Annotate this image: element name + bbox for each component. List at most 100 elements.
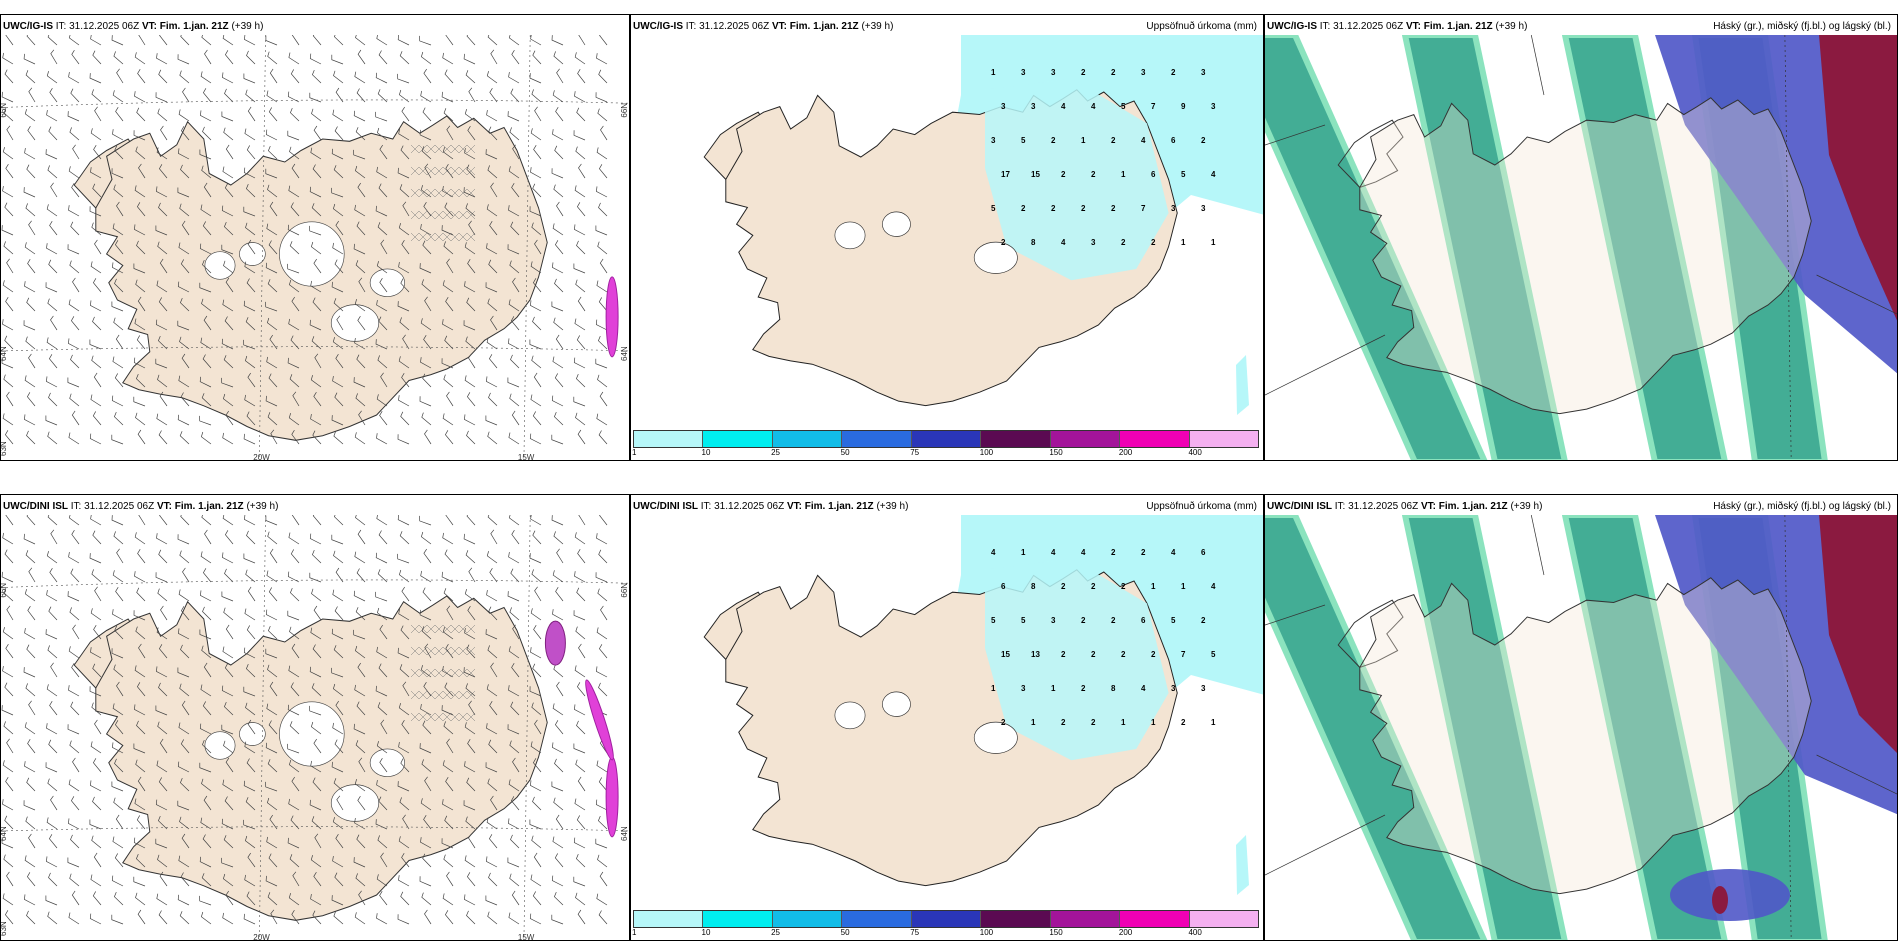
wind-barb (92, 530, 102, 545)
colorbar-swatch (911, 431, 982, 447)
panel-title: UWC/DINI ISL IT: 31.12.2025 06Z VT: Fim.… (3, 501, 279, 512)
wind-barb (179, 203, 190, 217)
wind-barb (290, 549, 300, 564)
wind-barb (6, 391, 14, 407)
wind-barb (91, 89, 102, 103)
wind-barb (574, 52, 586, 65)
latitude-line (1, 579, 629, 588)
wind-barb (575, 146, 586, 160)
wind-barb (159, 258, 168, 274)
wind-barb (554, 373, 564, 388)
wind-barb (223, 740, 234, 754)
glacier-shape (973, 241, 1018, 274)
wind-barb (595, 358, 608, 369)
wind-barb (111, 515, 124, 526)
precip-value: 3 (1171, 684, 1176, 693)
wind-barb (534, 106, 542, 122)
wind-barb (114, 720, 124, 735)
wind-barb (335, 87, 344, 103)
wind-barb (334, 739, 344, 754)
colorbar-labels: 1 10 25 50 75 100 150 200 400 (632, 928, 1259, 938)
precip-value: 3 (1001, 102, 1006, 111)
wind-barb (553, 531, 564, 545)
wind-barb (376, 874, 388, 887)
wind-barb (180, 164, 190, 179)
wind-barb (445, 164, 454, 179)
wind-barb (26, 515, 36, 526)
wind-barb (596, 53, 608, 65)
hatch-mark (410, 712, 420, 722)
wind-barb (3, 108, 14, 122)
wind-barb (26, 392, 36, 407)
wind-barb (553, 891, 564, 906)
precip-value: 2 (1111, 204, 1116, 213)
precip-value: 3 (1021, 68, 1026, 77)
colorbar-swatch (911, 911, 982, 927)
wind-barb (466, 164, 476, 179)
wind-barb (68, 72, 80, 84)
wind-barb (223, 607, 234, 621)
wind-barb (420, 798, 432, 811)
wind-barb (423, 815, 432, 830)
wind-barb (134, 91, 146, 103)
wind-barb (247, 719, 256, 735)
glacier-shape (204, 731, 236, 760)
wind-barb (354, 71, 366, 84)
wind-barb (421, 759, 432, 773)
wind-barb (68, 432, 80, 445)
wind-barb (336, 315, 344, 331)
wind-barb (46, 590, 58, 602)
hatch-mark (450, 210, 460, 220)
precip-value: 4 (1061, 102, 1066, 111)
latitude-line (1, 346, 629, 352)
wind-barb (70, 834, 80, 849)
wind-barb (179, 70, 190, 84)
wind-barb (270, 909, 278, 925)
wind-barb (199, 376, 212, 388)
wind-barb (421, 892, 432, 906)
wind-barb (598, 164, 608, 179)
wind-barb (510, 354, 520, 369)
precip-value: 1 (1081, 136, 1086, 145)
wind-barb (465, 336, 476, 350)
hatch-mark (442, 668, 452, 678)
wind-barb (112, 129, 124, 141)
wind-barb (291, 296, 300, 312)
wind-barb (442, 52, 454, 65)
precip-value: 2 (1061, 718, 1066, 727)
wind-barb (397, 301, 410, 312)
grid-line (1530, 515, 1545, 576)
wind-barb (463, 320, 476, 331)
wind-barb (136, 682, 146, 697)
wind-barb (137, 549, 146, 564)
wind-barb (202, 221, 212, 236)
wind-barb (551, 781, 564, 792)
colorbar-swatch (772, 431, 843, 447)
wind-barb (309, 666, 322, 678)
cloud-map-panel-row1: UWC/IG-IS IT: 31.12.2025 06Z VT: Fim. 1.… (1264, 14, 1898, 461)
wind-barb (598, 202, 608, 217)
wind-barb (47, 515, 58, 526)
wind-barb (155, 572, 168, 583)
precip-value: 7 (1151, 102, 1156, 111)
wind-barb (466, 910, 476, 925)
wind-barb (265, 262, 278, 274)
panel-variable-title: Uppsöfnuð úrkoma (mm) (1146, 501, 1257, 512)
wind-barb (177, 894, 190, 906)
high-cloud-band (1401, 35, 1568, 460)
wind-barb (532, 796, 542, 811)
wind-barb (599, 515, 608, 526)
wind-barb (486, 204, 498, 217)
magenta-features (544, 620, 619, 838)
wind-barb (133, 743, 146, 754)
wind-barb (91, 222, 102, 236)
wind-barb (353, 590, 366, 602)
precip-value: 15 (1031, 170, 1040, 179)
hatch-mark (458, 624, 468, 634)
wind-barb (68, 515, 80, 526)
wind-barb (244, 741, 256, 754)
wind-barb (68, 299, 80, 312)
wind-barb (2, 666, 14, 678)
wind-barb (91, 702, 102, 716)
wind-barb (422, 240, 432, 255)
